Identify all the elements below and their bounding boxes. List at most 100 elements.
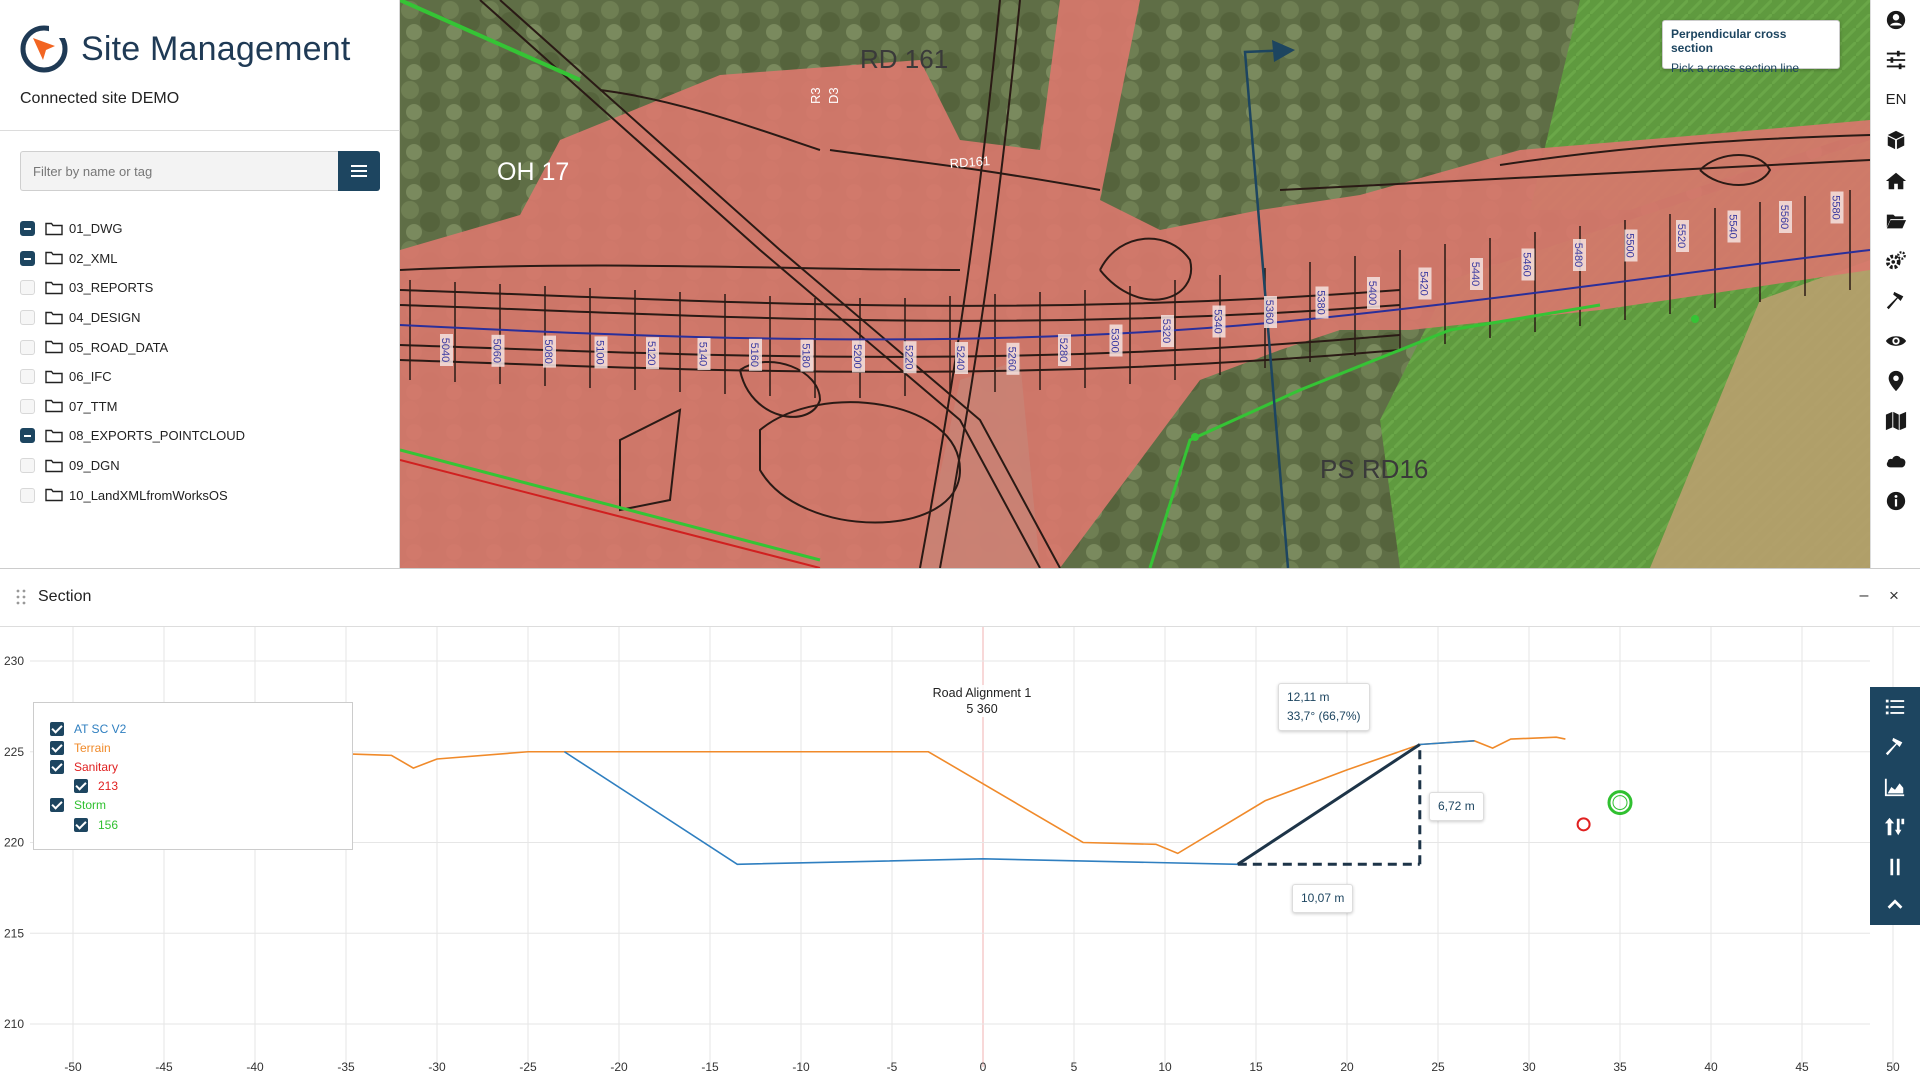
legend-item[interactable]: 213 xyxy=(50,777,352,796)
folder-checkbox[interactable] xyxy=(20,221,35,237)
hammer-icon xyxy=(1886,291,1904,310)
folder-item[interactable]: 09_DGN xyxy=(20,451,245,481)
filter-menu-button[interactable] xyxy=(338,151,380,191)
station-label: 5200 xyxy=(851,340,865,373)
x-tick-label: -25 xyxy=(519,1060,537,1074)
brand: Site Management xyxy=(19,24,351,74)
folder-item[interactable]: 08_EXPORTS_POINTCLOUD xyxy=(20,421,245,451)
minimize-button[interactable]: – xyxy=(1859,587,1869,604)
legend-label: AT SC V2 xyxy=(74,721,127,736)
section-list-button[interactable] xyxy=(1870,687,1920,727)
folder-label: 04_DESIGN xyxy=(69,310,141,326)
x-tick-label: 45 xyxy=(1795,1060,1809,1074)
settings-button[interactable] xyxy=(1871,42,1920,78)
legend-checkbox[interactable] xyxy=(50,740,64,755)
info-button[interactable] xyxy=(1871,483,1920,519)
sidebar-divider xyxy=(0,130,400,131)
folder-checkbox[interactable] xyxy=(20,458,35,474)
x-tick-label: -35 xyxy=(337,1060,355,1074)
folder-label: 08_EXPORTS_POINTCLOUD xyxy=(69,428,246,444)
x-tick-label: -15 xyxy=(701,1060,719,1074)
open-folder-button[interactable] xyxy=(1871,203,1920,239)
map-layers-button[interactable] xyxy=(1871,403,1920,439)
legend-item[interactable]: Terrain xyxy=(50,738,352,757)
station-label: 5340 xyxy=(1212,305,1226,338)
user-button[interactable] xyxy=(1871,2,1920,38)
folder-icon xyxy=(45,400,63,413)
section-sort-button[interactable] xyxy=(1870,807,1920,847)
station-number: 5080 xyxy=(542,339,554,363)
folder-item[interactable]: 01_DWG xyxy=(20,214,245,244)
legend-checkbox[interactable] xyxy=(50,759,64,774)
folder-checkbox[interactable] xyxy=(20,369,35,385)
slope-length: 12,11 m xyxy=(1287,690,1330,704)
station-label: 5300 xyxy=(1109,324,1123,357)
models-button[interactable] xyxy=(1871,122,1920,158)
y-tick-label: 230 xyxy=(4,654,24,668)
legend-item[interactable]: 156 xyxy=(50,815,352,834)
x-tick-label: 5 xyxy=(1071,1060,1078,1074)
visibility-button[interactable] xyxy=(1871,323,1920,359)
map-view[interactable]: RD 161 RD161 OH 17 PS RD16 R3 D3 5040 506… xyxy=(400,0,1870,568)
folder-checkbox[interactable] xyxy=(20,428,35,444)
location-button[interactable] xyxy=(1871,363,1920,399)
section-pause-button[interactable] xyxy=(1870,847,1920,887)
folder-label: 05_ROAD_DATA xyxy=(69,339,169,355)
series-line-at-sc-v2[interactable] xyxy=(563,740,1475,866)
x-tick-label: -20 xyxy=(610,1060,628,1074)
folder-item[interactable]: 02_XML xyxy=(20,244,245,274)
station-number: 5480 xyxy=(1572,243,1584,267)
station-label: 5040 xyxy=(439,334,453,366)
pipe-marker-213[interactable] xyxy=(1576,817,1591,832)
legend-item[interactable]: Storm xyxy=(50,796,352,815)
legend-item[interactable]: AT SC V2 xyxy=(50,719,352,738)
folder-icon xyxy=(45,340,63,354)
station-number: 5420 xyxy=(1418,271,1430,295)
station-label: 5080 xyxy=(542,335,556,368)
station-label: 5100 xyxy=(594,336,608,369)
x-tick-label: 0 xyxy=(980,1060,987,1074)
home-button[interactable] xyxy=(1871,163,1920,199)
section-tools-button[interactable] xyxy=(1870,727,1920,767)
folder-item[interactable]: 04_DESIGN xyxy=(20,303,245,333)
folder-checkbox[interactable] xyxy=(20,398,35,414)
map-icon xyxy=(1885,411,1907,431)
section-collapse-button[interactable] xyxy=(1870,885,1920,925)
legend-checkbox[interactable] xyxy=(74,817,88,832)
legend-item[interactable]: Sanitary xyxy=(50,757,352,776)
hamburger-icon xyxy=(351,165,367,177)
folder-checkbox[interactable] xyxy=(20,280,35,296)
folder-checkbox[interactable] xyxy=(20,250,35,266)
folder-item[interactable]: 07_TTM xyxy=(20,392,245,422)
series-line-terrain[interactable] xyxy=(336,736,1566,855)
folder-checkbox[interactable] xyxy=(20,310,35,326)
station-number: 5180 xyxy=(800,343,812,367)
folder-checkbox[interactable] xyxy=(20,487,35,503)
cloud-button[interactable] xyxy=(1871,443,1920,479)
folder-item[interactable]: 06_IFC xyxy=(20,362,245,392)
legend-checkbox[interactable] xyxy=(50,798,64,813)
folder-checkbox[interactable] xyxy=(20,339,35,355)
chevron-up-icon xyxy=(1887,899,1903,909)
filter-input[interactable] xyxy=(20,151,338,191)
road-alignment-label: Road Alignment 1 5 360 xyxy=(920,685,1044,717)
station-label: 5440 xyxy=(1469,258,1483,290)
folder-item[interactable]: 05_ROAD_DATA xyxy=(20,332,245,362)
legend-checkbox[interactable] xyxy=(74,779,88,794)
drag-grip-icon[interactable] xyxy=(16,589,26,605)
map-label-r3: R3 xyxy=(808,87,823,104)
legend-checkbox[interactable] xyxy=(50,721,64,736)
close-button[interactable]: × xyxy=(1889,586,1899,605)
map-canvas[interactable]: RD 161 RD161 OH 17 PS RD16 R3 D3 5040 506… xyxy=(400,0,1870,568)
station-label: 5260 xyxy=(1006,342,1020,375)
pipe-marker-156[interactable] xyxy=(1607,790,1633,816)
station-number: 5200 xyxy=(851,344,863,368)
folder-item[interactable]: 03_REPORTS xyxy=(20,273,245,303)
section-profile-button[interactable] xyxy=(1870,767,1920,807)
language-button[interactable]: EN xyxy=(1871,81,1920,117)
tools-button[interactable] xyxy=(1871,283,1920,319)
slope-angle: 33,7° (66,7%) xyxy=(1287,709,1361,723)
folder-item[interactable]: 10_LandXMLfromWorksOS xyxy=(20,480,245,510)
section-chart[interactable]: -50 -45 -40 -35 -30 -25 -20 -15 -10 -5 0 5 10 15 20 25 3… xyxy=(0,627,1920,1081)
configuration-button[interactable] xyxy=(1871,243,1920,279)
